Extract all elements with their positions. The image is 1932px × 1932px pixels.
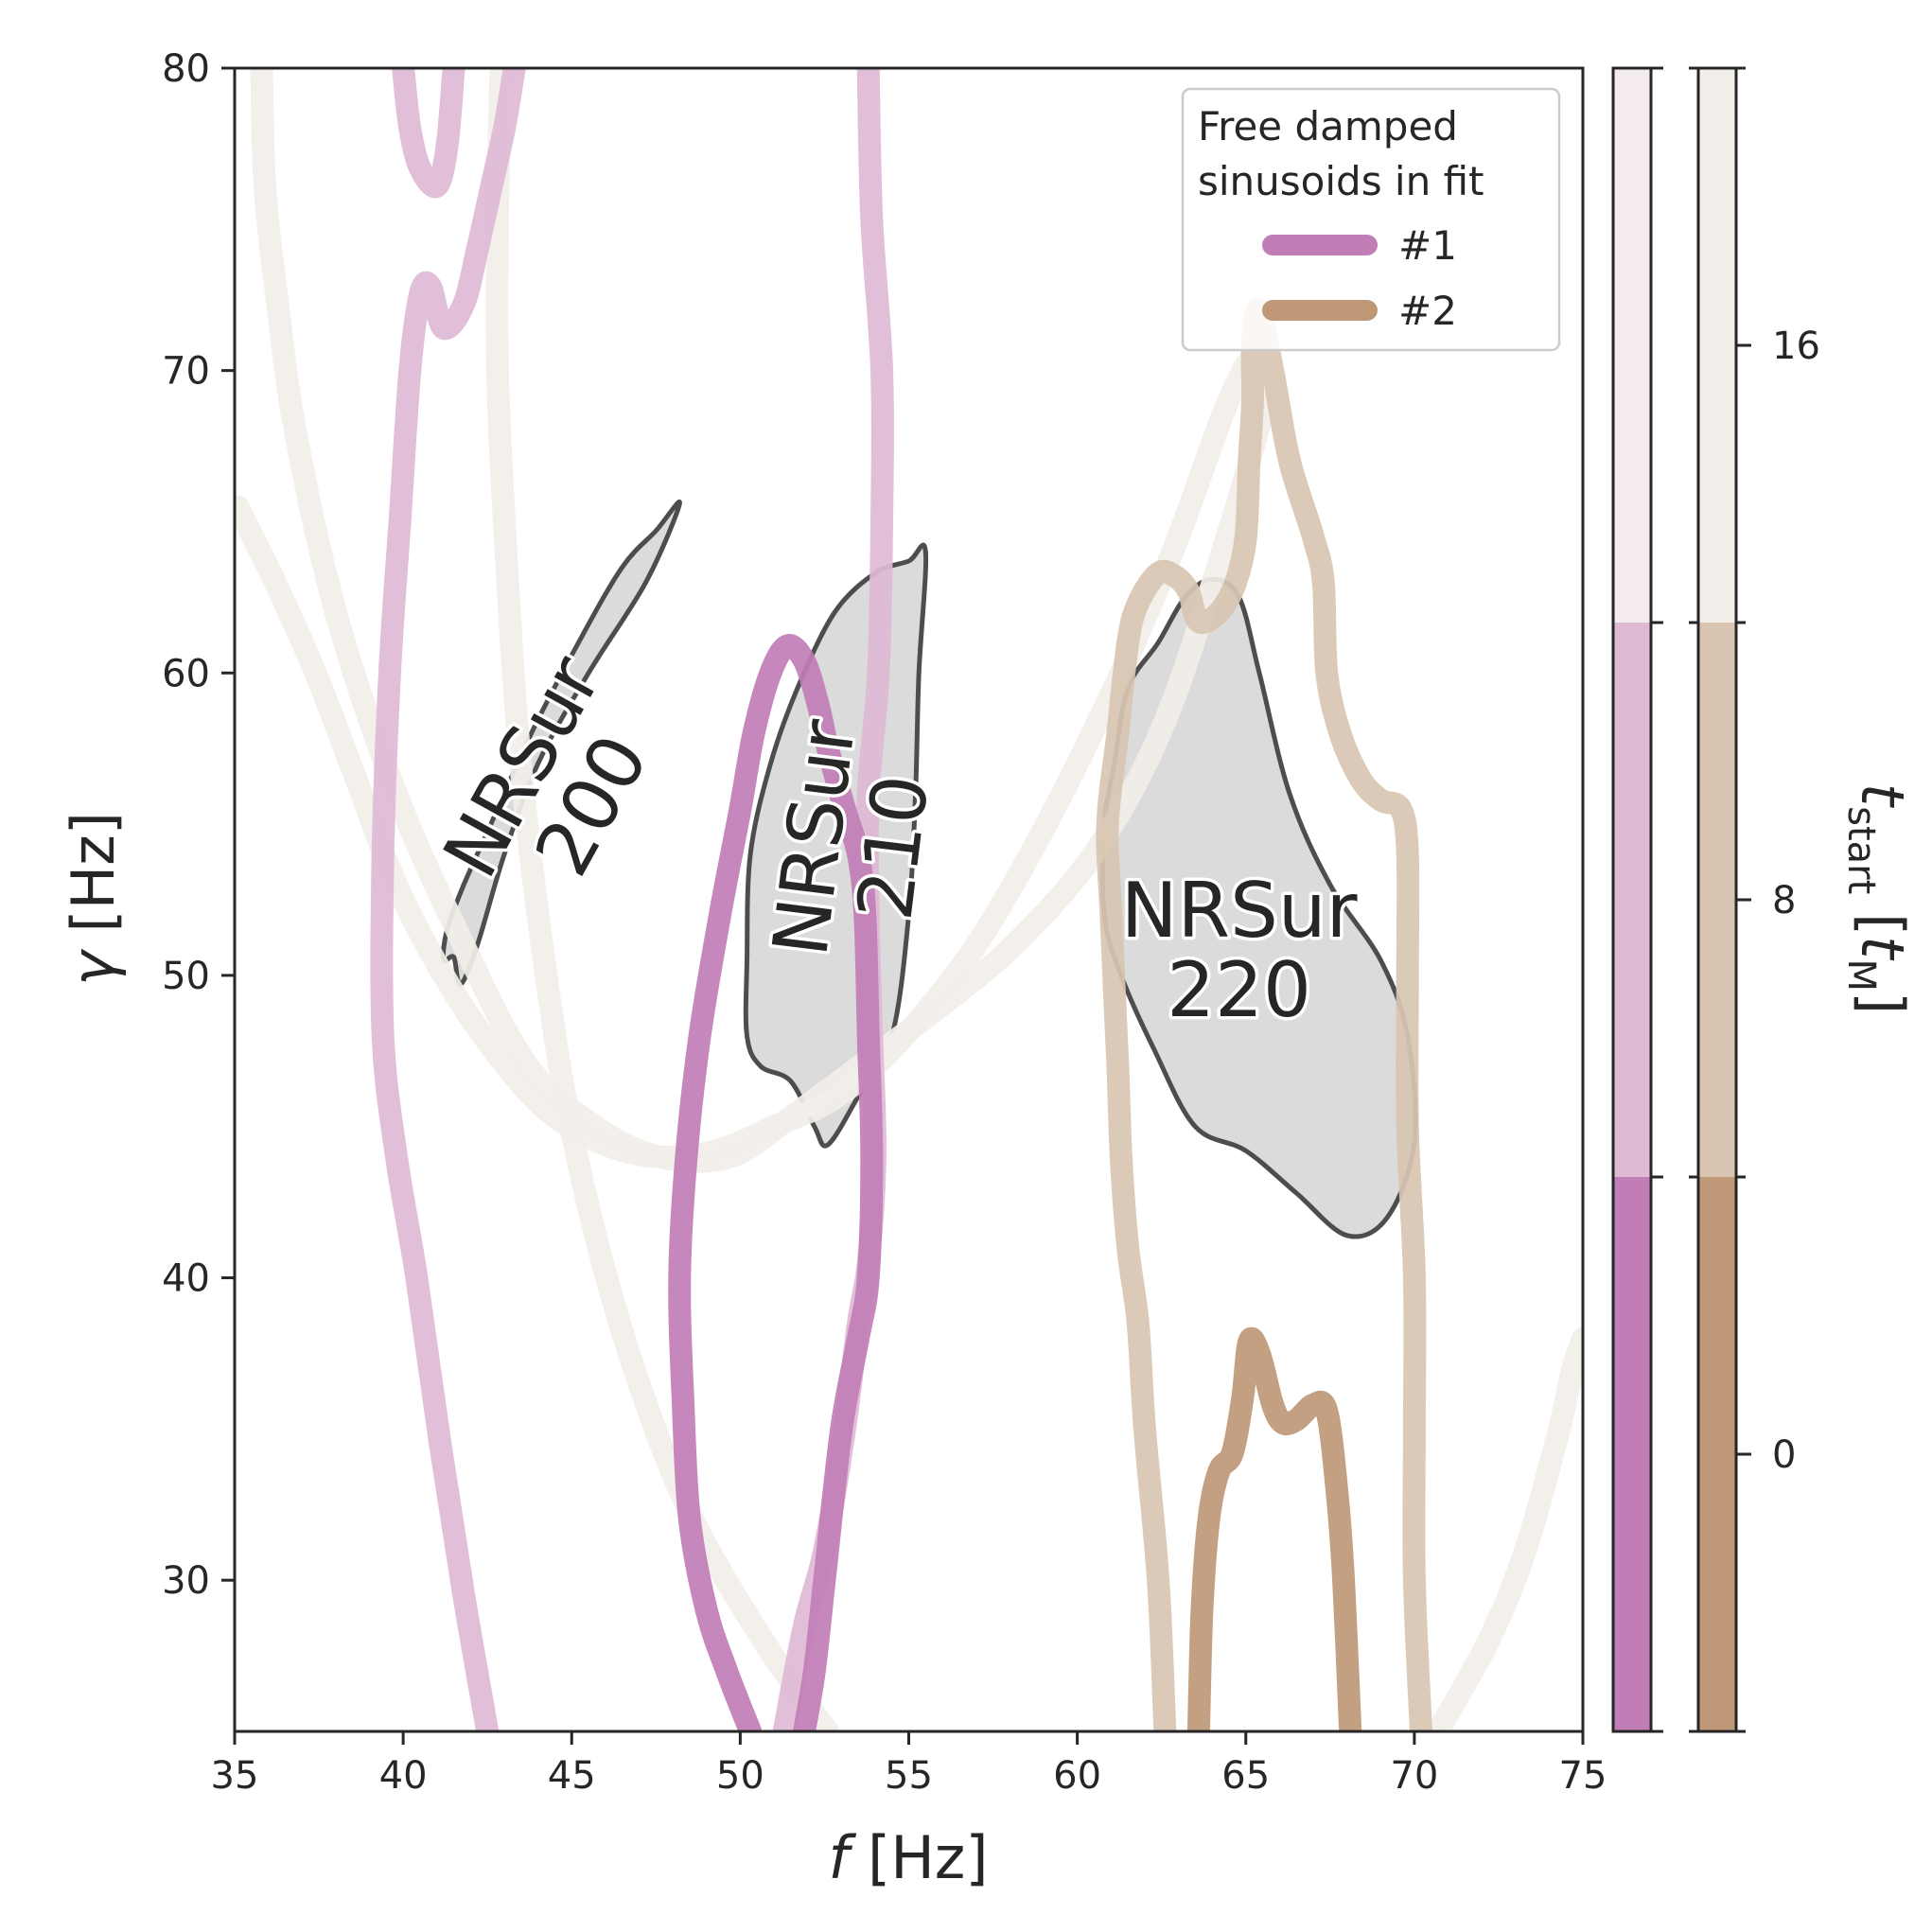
x-tick-label: 35 <box>211 1754 259 1798</box>
colorbar-tstart: 0 8 16 <box>1689 66 1820 1733</box>
y-tick-label: 50 <box>162 955 210 998</box>
x-tick-label: 50 <box>716 1754 764 1798</box>
x-tick-label: 55 <box>885 1754 933 1798</box>
colorbar-tstart-title: tstart [tM] <box>1839 783 1917 1014</box>
contour-line-5 <box>392 68 465 198</box>
legend-box <box>1181 87 1561 352</box>
contour-line-9 <box>1096 297 1432 1731</box>
colorbar-free-band <box>1613 623 1651 1177</box>
y-tick-label: 60 <box>162 652 210 695</box>
legend: Free damped sinusoids in fit #1 #2 <box>1181 87 1561 352</box>
y-axis-title: γ [Hz] <box>59 812 128 986</box>
y-tick-label: 70 <box>162 350 210 394</box>
legend-title-line1: Free damped <box>1198 103 1458 149</box>
x-tick-label: 65 <box>1221 1754 1270 1798</box>
nrsur-label-210: NRSur210 <box>756 715 951 971</box>
x-tick-label: 45 <box>548 1754 596 1798</box>
x-axis-title: f [Hz] <box>828 1823 988 1892</box>
y-tick-label: 30 <box>162 1559 210 1603</box>
x-tick-label: 60 <box>1053 1754 1101 1798</box>
x-axis-ticks: 35 40 45 50 55 60 65 70 75 <box>211 1731 1607 1798</box>
colorbar-free-frame <box>1611 66 1653 1733</box>
y-tick-label: 80 <box>162 47 210 91</box>
contour-series <box>235 68 1583 1731</box>
contour-line-6 <box>370 68 526 1731</box>
y-axis-ticks: 30 40 50 60 70 80 <box>162 47 235 1603</box>
legend-label-2: #2 <box>1398 288 1457 334</box>
colorbar-tstart-tick-label: 0 <box>1772 1433 1796 1477</box>
colorbar-tstart-band <box>1698 68 1736 623</box>
colorbar-tstart-band <box>1698 1177 1736 1731</box>
colorbar-free-band <box>1613 68 1651 623</box>
nrsur-label-220: NRSur 220 <box>1121 867 1358 1034</box>
x-tick-label: 40 <box>379 1754 428 1798</box>
colorbar-tstart-tick-label: 16 <box>1772 325 1820 368</box>
legend-label-1: #1 <box>1398 222 1457 269</box>
colorbar-tstart-tick-label: 8 <box>1772 879 1796 922</box>
contour-line-10 <box>1186 1326 1362 1731</box>
x-tick-label: 75 <box>1559 1754 1607 1798</box>
colorbar-free-sinusoids <box>1611 66 1663 1733</box>
contour-line-4 <box>1426 1326 1583 1731</box>
colorbar-tstart-band <box>1698 623 1736 1177</box>
legend-title-line2: sinusoids in fit <box>1198 158 1484 204</box>
contour-line-8 <box>668 634 884 1731</box>
y-tick-label: 40 <box>162 1257 210 1301</box>
colorbar-free-band <box>1613 1177 1651 1731</box>
x-tick-label: 70 <box>1390 1754 1438 1798</box>
